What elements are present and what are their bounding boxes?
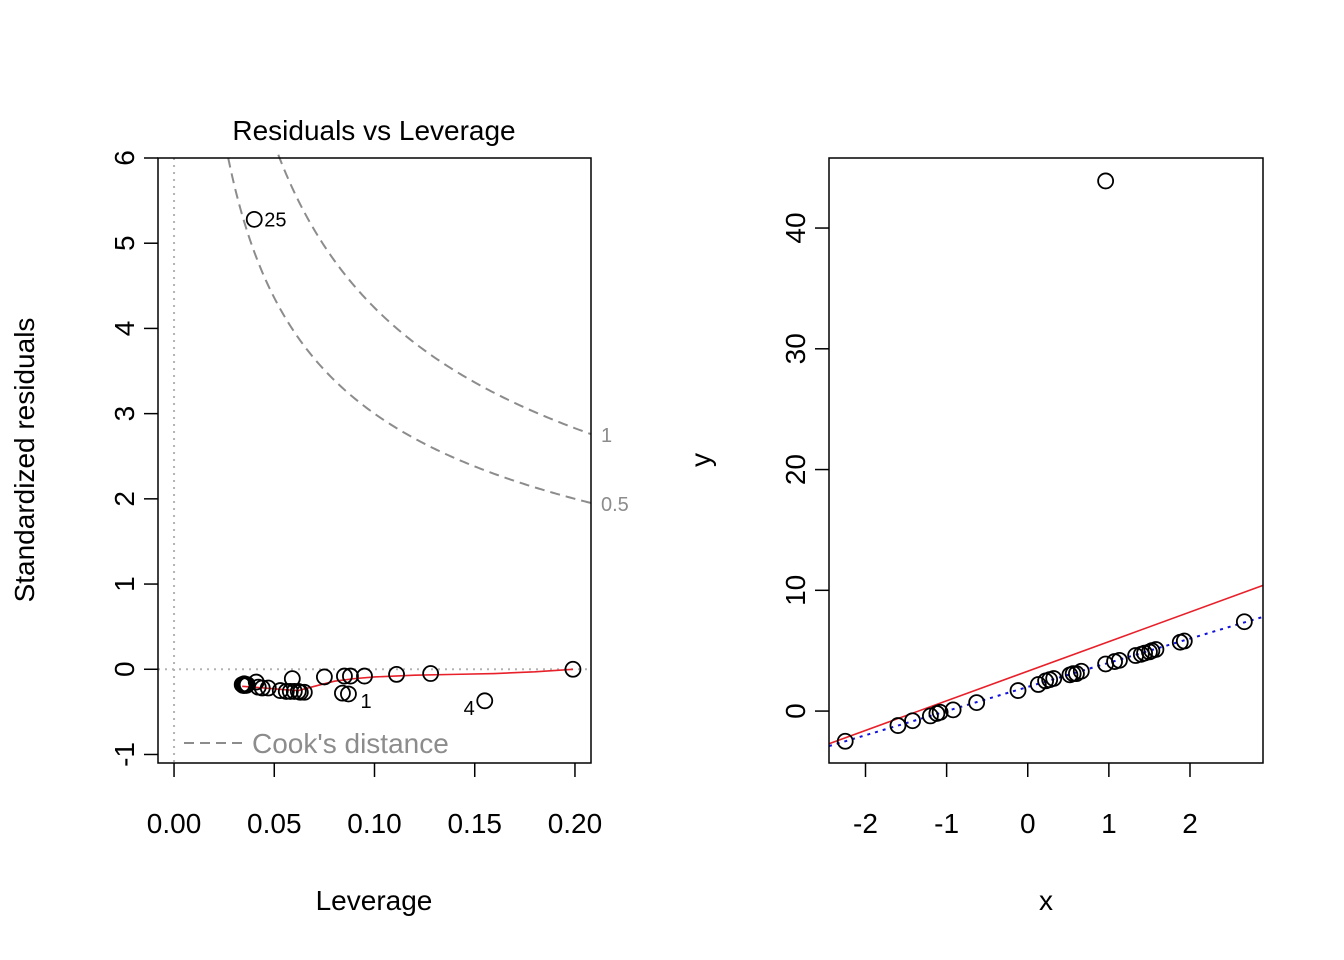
data-point: [968, 694, 986, 712]
data-point: [253, 679, 271, 697]
data-point: [1175, 632, 1193, 650]
left-point-labels: 25 1 4: [264, 209, 475, 719]
left-reference-lines: [158, 158, 591, 763]
y-tick-label: 4: [109, 321, 140, 337]
data-point: [1072, 662, 1090, 680]
point-id-label: 25: [264, 209, 286, 231]
x-tick-label: -2: [853, 808, 878, 839]
cooks-legend-text: Cook's distance: [252, 728, 449, 759]
solid-fit-line: [828, 584, 1264, 745]
data-point: [476, 692, 494, 710]
data-point: [245, 210, 263, 228]
y-tick-label: 40: [780, 212, 811, 243]
cooks-contour-label: 1: [601, 425, 612, 447]
x-tick-label: -1: [934, 808, 959, 839]
data-point: [340, 685, 357, 703]
xy-scatter-panel: x y -2 -1 0 1 2 0 10 20 30 40: [685, 157, 1264, 916]
y-tick-label: 0: [780, 703, 811, 719]
smooth-fit-line: [242, 668, 574, 692]
point-id-label: 4: [464, 698, 475, 720]
point-id-label: 1: [360, 691, 371, 713]
data-point: [836, 732, 854, 750]
y-tick-label: 20: [780, 454, 811, 485]
cooks-contour-label: 0.5: [601, 494, 629, 516]
data-point: [1147, 641, 1165, 658]
left-points: [233, 210, 582, 710]
data-point: [356, 667, 373, 685]
data-point: [564, 660, 582, 678]
data-point: [388, 665, 405, 683]
x-tick-label: 1: [1101, 808, 1117, 839]
right-plot-frame: [828, 157, 1264, 764]
right-fit-lines: [828, 584, 1264, 748]
data-point: [315, 668, 333, 686]
left-plot-frame: [157, 157, 592, 764]
data-point: [931, 703, 949, 721]
x-tick-label: 0.00: [147, 808, 202, 839]
x-tick-label: 0: [1020, 808, 1036, 839]
x-tick-label: 0.15: [447, 808, 502, 839]
left-smooth-line-group: [242, 668, 574, 692]
cooks-distance-contours: 0.51: [227, 154, 629, 516]
left-x-ticks: 0.00 0.05 0.10 0.15 0.20: [147, 763, 602, 839]
left-y-axis-label: Standardized residuals: [9, 318, 40, 603]
y-tick-label: 6: [109, 150, 140, 166]
y-tick-label: 3: [109, 406, 140, 422]
data-point: [285, 683, 303, 700]
data-point: [1111, 651, 1128, 669]
data-point: [1097, 172, 1115, 190]
left-chart-title: Residuals vs Leverage: [232, 115, 515, 146]
data-point: [295, 683, 313, 701]
data-point: [342, 667, 359, 685]
data-point: [271, 682, 289, 699]
y-tick-label: 5: [109, 235, 140, 251]
data-point: [944, 701, 962, 719]
y-tick-label: 2: [109, 491, 140, 507]
data-point: [259, 679, 277, 697]
left-y-ticks: -1 0 1 2 3 4 5 6: [109, 150, 158, 767]
residuals-leverage-panel: Residuals vs Leverage Leverage Standardi…: [9, 115, 629, 916]
cooks-contour-line: [227, 157, 592, 504]
x-tick-label: 0.05: [247, 808, 302, 839]
x-tick-label: 0.20: [548, 808, 603, 839]
right-x-ticks: -2 -1 0 1 2: [853, 763, 1198, 839]
data-point: [336, 667, 353, 685]
data-point: [1045, 670, 1063, 687]
right-x-axis-label: x: [1039, 885, 1053, 916]
x-tick-label: 2: [1182, 808, 1198, 839]
data-point: [889, 717, 907, 734]
cooks-contour-line: [277, 154, 592, 436]
data-point: [291, 683, 309, 701]
y-tick-label: -1: [109, 742, 140, 767]
data-point: [904, 712, 921, 730]
data-point: [281, 683, 299, 700]
right-y-ticks: 0 10 20 30 40: [780, 212, 829, 719]
data-point: [422, 665, 440, 682]
y-tick-label: 10: [780, 575, 811, 606]
right-y-axis-label: y: [685, 453, 716, 467]
right-points: [836, 172, 1253, 750]
cooks-legend: Cook's distance: [184, 728, 449, 759]
y-tick-label: 0: [109, 661, 140, 677]
y-tick-label: 1: [109, 576, 140, 592]
data-point: [1235, 613, 1253, 631]
data-point: [1009, 682, 1027, 699]
x-tick-label: 0.10: [347, 808, 402, 839]
left-x-axis-label: Leverage: [316, 885, 433, 916]
y-tick-label: 30: [780, 333, 811, 364]
data-point: [334, 684, 351, 702]
